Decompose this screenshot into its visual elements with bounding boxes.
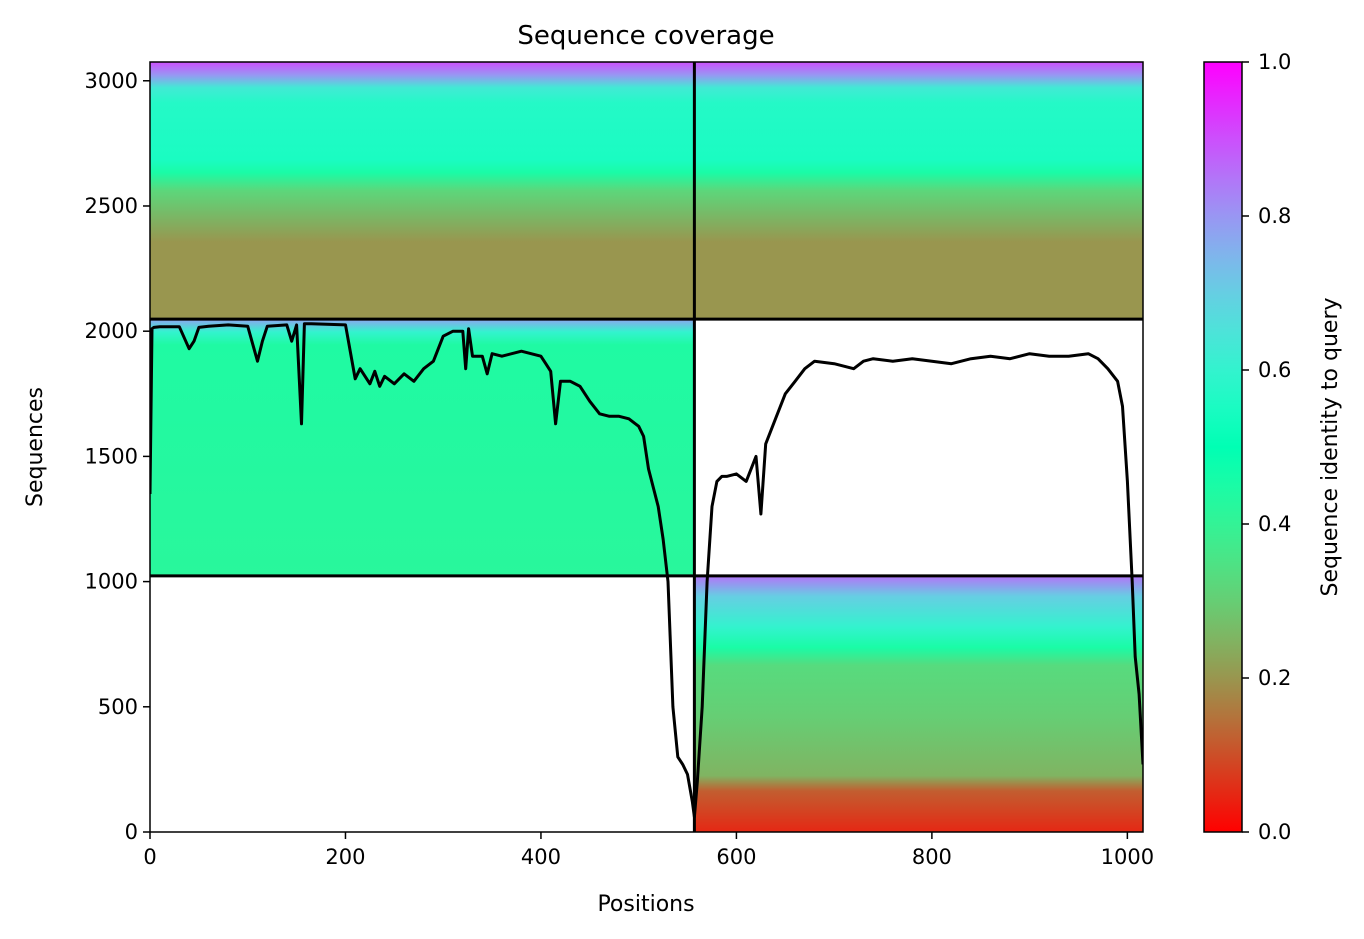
y-tick-label: 3000	[85, 69, 138, 93]
x-tick-label: 400	[521, 845, 561, 869]
coverage-block	[150, 62, 695, 320]
coverage-line	[150, 322, 1143, 819]
colorbar-tick-label: 0.2	[1258, 666, 1291, 690]
y-tick-label: 2000	[85, 319, 138, 343]
colorbar-gradient	[1203, 61, 1243, 833]
colorbar-tick-label: 0.0	[1258, 820, 1291, 844]
y-tick-label: 2500	[85, 194, 138, 218]
x-tick-label: 1000	[1101, 845, 1154, 869]
y-axis-label: Sequences	[23, 387, 48, 507]
plot-frame	[149, 61, 1144, 833]
x-tick-label: 0	[143, 845, 156, 869]
chart-title: Sequence coverage	[517, 21, 774, 51]
colorbar-tick-label: 0.8	[1258, 204, 1291, 228]
colorbar-tick-label: 0.4	[1258, 512, 1291, 536]
coverage-blocks	[150, 62, 1143, 832]
colorbar: 0.0 0.2 0.4 0.6 0.8 1.0 Sequence identity to …	[1203, 50, 1343, 844]
x-axis-label: Positions	[597, 892, 694, 917]
colorbar-tick-label: 1.0	[1258, 50, 1291, 74]
y-tick-label: 1000	[85, 570, 138, 594]
x-tick-label: 600	[716, 845, 756, 869]
colorbar-ticks: 0.0 0.2 0.4 0.6 0.8 1.0	[1242, 50, 1291, 844]
coverage-block	[694, 62, 1143, 320]
coverage-block	[150, 319, 695, 576]
y-tick-label: 1500	[85, 444, 138, 468]
y-axis-ticks: 0 500 1000 1500 2000 2500 3000	[85, 69, 150, 844]
y-tick-label: 0	[125, 820, 138, 844]
x-tick-label: 200	[325, 845, 365, 869]
colorbar-label: Sequence identity to query	[1318, 297, 1343, 596]
y-tick-label: 500	[98, 695, 138, 719]
x-axis-ticks: 0 200 400 600 800 1000	[143, 832, 1154, 869]
x-tick-label: 800	[912, 845, 952, 869]
block-dividers	[150, 62, 1143, 832]
plot-area	[150, 62, 1143, 832]
colorbar-tick-label: 0.6	[1258, 358, 1291, 382]
coverage-block	[694, 575, 1143, 832]
